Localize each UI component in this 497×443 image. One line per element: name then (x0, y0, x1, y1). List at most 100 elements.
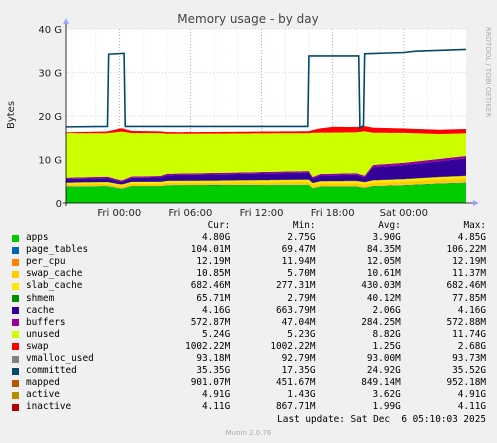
legend-cur: 35.35G (196, 365, 231, 377)
x-tick-label: Fri 00:00 (97, 208, 141, 219)
legend-avg: 430.03M (361, 280, 401, 292)
legend-header: Cur: Min: Avg: Max: (12, 220, 486, 232)
legend-max: 35.52G (452, 365, 487, 377)
legend-min: 69.47M (281, 244, 316, 256)
y-tick-label: 10 G (38, 156, 62, 167)
axes: 0 10 G 20 G 30 G 40 G Fri 00:00 Fri 06:00 Fri 1… (38, 18, 479, 219)
stacked-areas (66, 126, 466, 203)
legend-swatch (12, 283, 19, 291)
legend-avg: 10.61M (366, 268, 401, 280)
legend-min: 17.35G (281, 365, 316, 377)
legend-max: 12.19M (452, 256, 487, 268)
legend-avg: 93.00M (366, 353, 401, 365)
area-page_tables (66, 182, 466, 189)
legend-max: 4.85G (457, 232, 487, 244)
last-update: Last update: Sat Dec 6 05:10:03 2025 (277, 414, 486, 425)
legend-row-apps: apps 4.80G 2.75G 3.90G 4.85G (12, 232, 486, 244)
legend-max: 4.11G (457, 401, 487, 413)
legend-cur: 4.91G (202, 389, 231, 401)
legend-name: active (26, 389, 60, 401)
legend-max: 682.46M (446, 280, 487, 292)
legend-avg: 2.06G (372, 304, 401, 316)
legend-avg: 1.99G (372, 401, 401, 413)
legend-swatch (12, 295, 19, 303)
legend-cur: 572.87M (190, 316, 231, 328)
area-swap (66, 126, 466, 135)
legend-swatch (12, 367, 19, 375)
legend-row-mapped: mapped 901.07M 451.67M 849.14M 952.18M (12, 377, 486, 389)
legend-min: 2.75G (287, 232, 316, 244)
legend-cur: 65.71M (196, 292, 231, 304)
legend-name: buffers (26, 316, 66, 328)
legend-swatch (12, 234, 19, 242)
legend-max: 11.37M (452, 268, 487, 280)
legend-row-per_cpu: per_cpu 12.19M 11.94M 12.05M 12.19M (12, 256, 486, 268)
legend-min: 47.04M (281, 316, 316, 328)
header-cur: Cur: (207, 220, 231, 231)
legend-max: 106.22M (446, 244, 487, 256)
legend-max: 4.91G (457, 389, 487, 401)
legend: Cur: Min: Avg: Max: apps 4.80G 2.75G 3.90G 4… (12, 220, 486, 414)
legend-name: shmem (26, 292, 55, 304)
legend-cur: 4.16G (202, 304, 231, 316)
legend-row-swap_cache: swap_cache 10.85M 5.70M 10.61M 11.37M (12, 268, 486, 280)
legend-max: 93.73M (452, 353, 487, 365)
legend-cur: 10.85M (196, 268, 231, 280)
legend-min: 867.71M (275, 401, 316, 413)
y-tick-label: 40 G (38, 25, 62, 36)
legend-row-page_tables: page_tables 104.01M 69.47M 84.35M 106.22M (12, 244, 486, 256)
line-committed (65, 48, 467, 130)
area-apps (66, 182, 466, 203)
legend-min: 277.31M (275, 280, 316, 292)
legend-max: 77.85M (452, 292, 487, 304)
legend-cur: 901.07M (190, 377, 231, 389)
legend-avg: 3.62G (372, 389, 401, 401)
y-axis-label: Bytes (6, 101, 17, 129)
y-tick-label: 30 G (38, 69, 62, 80)
legend-swatch (12, 258, 19, 266)
area-cache (66, 158, 466, 185)
area-shmem (66, 175, 466, 185)
area-slab_cache (66, 175, 466, 187)
x-tick-label: Fri 12:00 (240, 208, 284, 219)
rrdtool-credit: RRDTOOL / TOBI OETIKER (484, 27, 492, 117)
x-tick-label: Sat 00:00 (380, 208, 428, 219)
legend-row-unused: unused 5.24G 5.23G 8.82G 11.74G (12, 329, 486, 341)
legend-row-swap: swap 1002.22M 1002.22M 1.25G 2.68G (12, 341, 486, 353)
legend-swatch (12, 331, 19, 339)
legend-max: 952.18M (446, 377, 487, 389)
y-axis-arrow (63, 18, 69, 24)
legend-cur: 12.19M (196, 256, 231, 268)
legend-name: swap (26, 340, 49, 352)
legend-name: slab_cache (26, 280, 83, 292)
area-buffers (66, 155, 466, 182)
legend-max: 572.88M (446, 316, 487, 328)
legend-avg: 1.25G (372, 340, 401, 352)
legend-cur: 93.18M (196, 353, 231, 365)
legend-cur: 682.46M (190, 280, 231, 292)
legend-swatch (12, 319, 19, 327)
legend-row-active: active 4.91G 1.43G 3.62G 4.91G (12, 389, 486, 401)
legend-min: 1002.22M (270, 340, 316, 352)
header-max: Max: (463, 220, 487, 231)
legend-swatch (12, 391, 19, 399)
y-tick-label: 0 (56, 199, 62, 210)
legend-cur: 5.24G (202, 328, 231, 340)
legend-cur: 1002.22M (185, 340, 231, 352)
legend-min: 92.79M (281, 353, 316, 365)
legend-swatch (12, 246, 19, 254)
x-tick-label: Fri 06:00 (168, 208, 212, 219)
legend-name: per_cpu (26, 256, 66, 268)
legend-min: 5.70M (287, 268, 316, 280)
legend-name: page_tables (26, 244, 89, 256)
header-avg: Avg: (378, 220, 401, 231)
legend-swatch (12, 355, 19, 363)
legend-row-committed: committed 35.35G 17.35G 24.92G 35.52G (12, 365, 486, 377)
legend-min: 2.79M (287, 292, 316, 304)
legend-name: swap_cache (26, 268, 83, 280)
y-tick-label: 20 G (38, 112, 62, 123)
legend-row-cache: cache 4.16G 663.79M 2.06G 4.16G (12, 305, 486, 317)
legend-avg: 40.12M (366, 292, 401, 304)
legend-max: 2.68G (457, 340, 487, 352)
